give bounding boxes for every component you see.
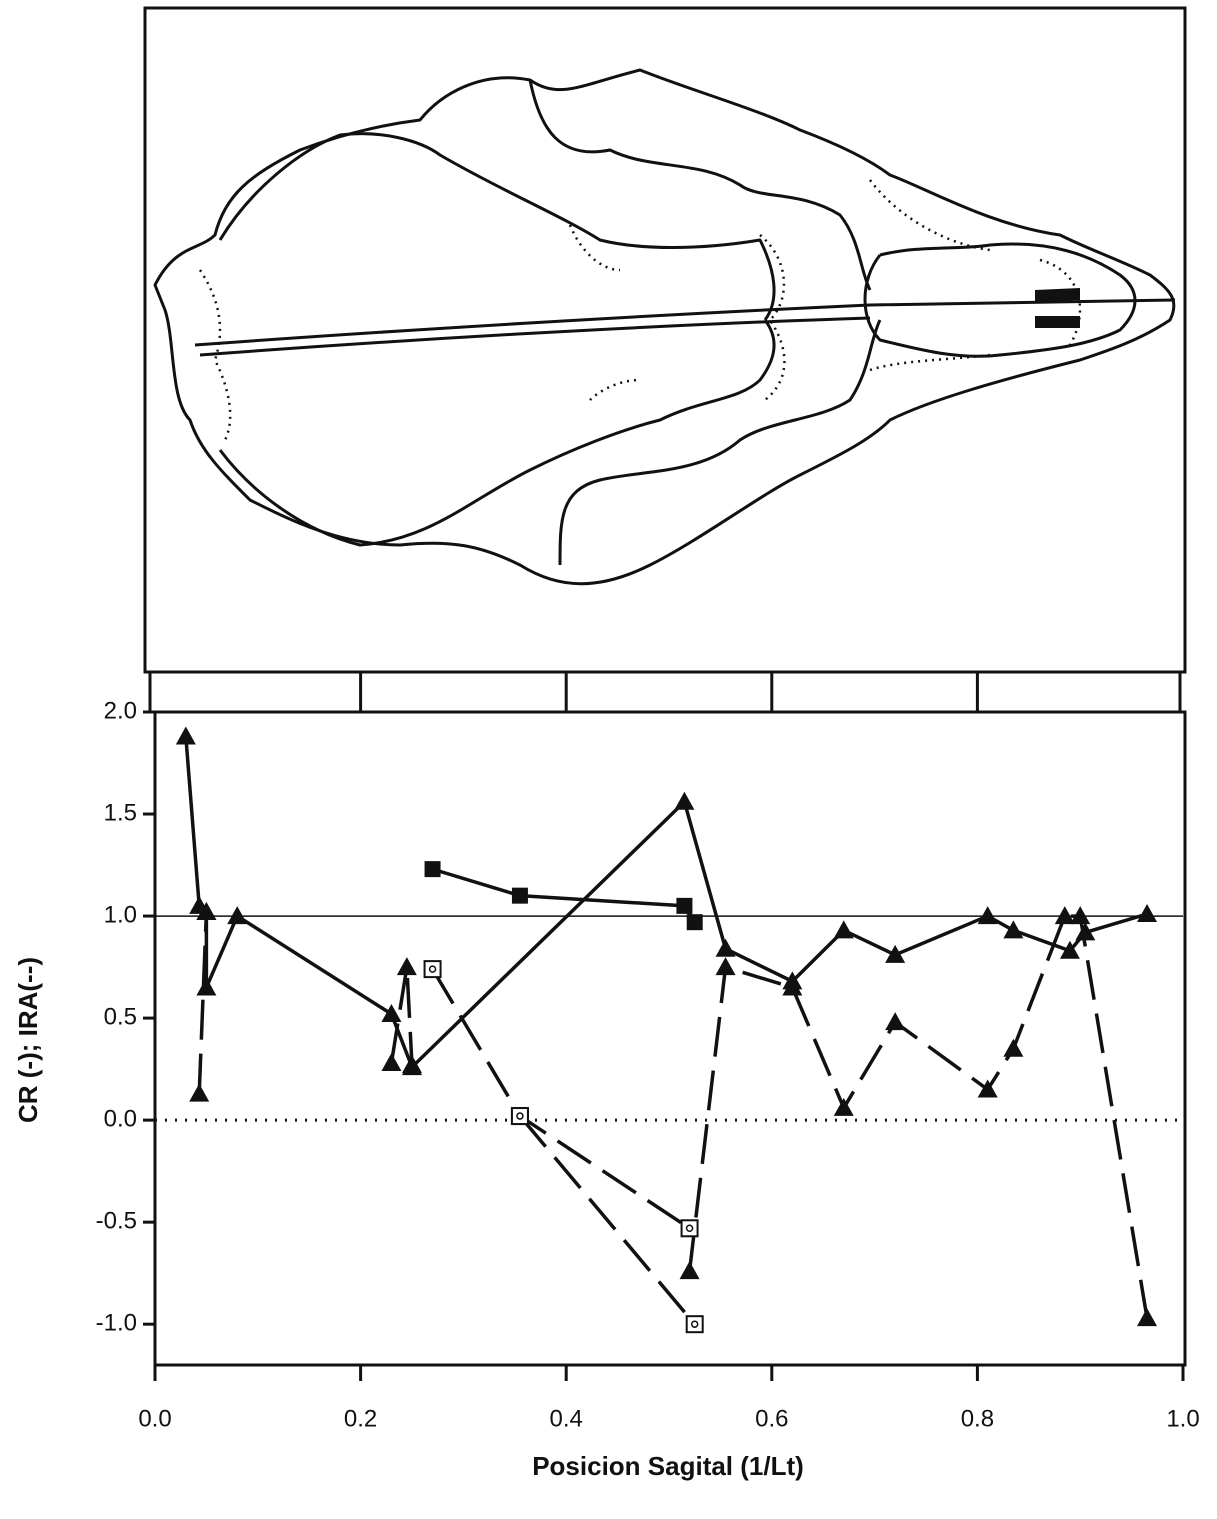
skull-outline xyxy=(153,68,1176,586)
triangle-marker xyxy=(227,906,248,925)
y-tick-label: -1.0 xyxy=(96,1310,137,1337)
triangle-marker xyxy=(1137,1308,1158,1327)
series-line xyxy=(197,911,1149,1319)
y-tick-label: 1.5 xyxy=(104,799,137,826)
triangle-marker xyxy=(679,1261,700,1280)
x-tick-label: 1.0 xyxy=(1166,1405,1199,1432)
tooth-mark xyxy=(1035,288,1080,328)
series-line xyxy=(432,867,697,924)
triangle-marker xyxy=(1054,906,1075,925)
triangle-marker xyxy=(977,906,998,925)
triangle-marker xyxy=(1137,904,1158,923)
triangle-marker xyxy=(189,1083,210,1102)
series-line xyxy=(431,968,697,1326)
triangle-marker xyxy=(885,1012,906,1031)
x-tick-label: 0.0 xyxy=(138,1405,171,1432)
open-square-marker xyxy=(685,1315,704,1334)
x-tick-label: 0.2 xyxy=(344,1405,377,1432)
triangle-marker xyxy=(1003,1038,1024,1057)
tick-strip xyxy=(148,670,1182,714)
square-marker xyxy=(676,897,693,914)
open-square-dot xyxy=(685,1224,694,1233)
triangle-marker xyxy=(1059,940,1080,959)
suture-lines xyxy=(198,179,1082,441)
y-tick-label: -0.5 xyxy=(96,1208,137,1235)
triangle-marker xyxy=(396,957,417,976)
y-tick-label: 2.0 xyxy=(104,697,137,724)
open-square-marker xyxy=(680,1219,699,1238)
triangle-marker xyxy=(381,1052,402,1071)
midline xyxy=(194,298,1176,357)
open-square-dot xyxy=(690,1320,699,1328)
triangle-marker xyxy=(885,944,906,963)
triangle-marker xyxy=(715,938,736,957)
open-square-marker xyxy=(510,1107,529,1126)
triangle-marker xyxy=(402,1055,422,1074)
triangle-marker xyxy=(196,977,217,996)
triangle-marker xyxy=(782,977,803,996)
x-tick-label: 0.8 xyxy=(961,1405,994,1432)
x-axis-label: Posicion Sagital (1/Lt) xyxy=(532,1451,804,1481)
square-marker xyxy=(424,861,441,878)
triangle-marker xyxy=(1075,922,1096,941)
y-tick-label: 0.5 xyxy=(104,1003,137,1030)
triangle-marker xyxy=(381,1004,402,1023)
triangle-marker xyxy=(715,957,736,976)
x-tick-label: 0.4 xyxy=(550,1405,583,1432)
square-marker xyxy=(686,914,703,931)
orbit-upper xyxy=(528,79,872,291)
orbit-lower xyxy=(558,319,882,566)
series-line xyxy=(184,736,1148,1071)
triangle-marker xyxy=(833,920,854,939)
triangle-marker xyxy=(674,791,695,810)
skull-drawing xyxy=(143,6,1187,674)
triangle-marker xyxy=(1070,906,1091,925)
triangle-marker xyxy=(833,1097,854,1116)
y-tick-label: 0.0 xyxy=(104,1105,137,1132)
open-square-marker xyxy=(423,960,442,979)
triangle-marker xyxy=(1003,920,1024,939)
open-square-dot xyxy=(516,1112,524,1120)
y-axis-label: CR (-); IRA(--) xyxy=(13,957,43,1123)
x-tick-label: 0.6 xyxy=(755,1405,788,1432)
nasal xyxy=(863,242,1137,358)
square-marker xyxy=(511,887,528,904)
triangle-marker xyxy=(196,901,217,920)
triangle-marker xyxy=(175,726,196,745)
open-square-dot xyxy=(428,965,437,973)
y-tick-label: 1.0 xyxy=(104,901,137,928)
triangle-marker xyxy=(977,1079,998,1098)
plot-frame xyxy=(153,710,1187,1367)
drawing-frame xyxy=(143,6,1187,674)
left-bone xyxy=(218,132,776,547)
